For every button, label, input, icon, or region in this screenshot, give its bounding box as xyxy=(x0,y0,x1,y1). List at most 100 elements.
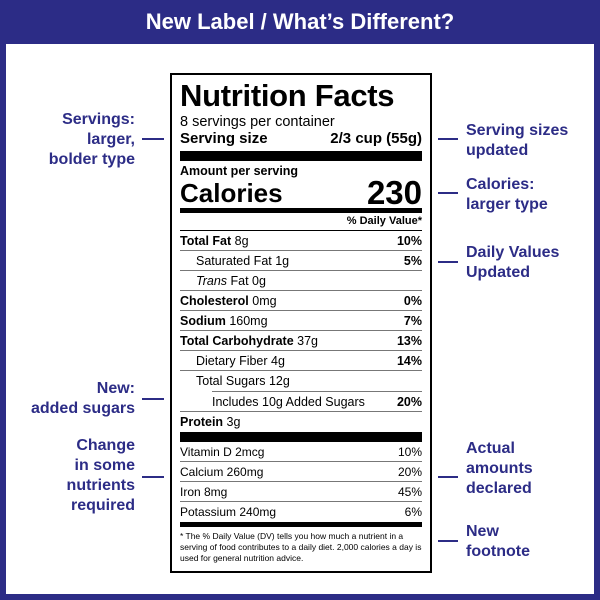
note-serving-sizes: Serving sizes updated xyxy=(466,121,568,161)
divider-medium xyxy=(180,208,422,213)
nutrient-name: Sodium xyxy=(180,314,226,328)
calories-value: 230 xyxy=(366,174,422,211)
note-servings: Servings: larger, bolder type xyxy=(49,110,135,170)
connector-line xyxy=(438,476,458,478)
nutrient-pct: 10% xyxy=(396,234,422,248)
connector-line xyxy=(438,192,458,194)
note-line: footnote xyxy=(466,543,530,560)
nutrient-pct: 6% xyxy=(404,505,422,519)
note-line: larger type xyxy=(466,196,548,213)
note-line: Change xyxy=(76,437,135,454)
note-daily-values: Daily Values Updated xyxy=(466,243,559,283)
nutrient-name: Protein xyxy=(180,415,224,429)
connector-line xyxy=(142,476,164,478)
note-nutrients: Change in some nutrients required xyxy=(67,436,135,516)
connector-line xyxy=(438,261,458,263)
note-line: declared xyxy=(466,480,532,497)
nutrient-pct: 10% xyxy=(397,445,422,459)
nutrient-pct: 7% xyxy=(403,314,422,328)
nutrient-pct: 13% xyxy=(396,334,422,348)
connector-line xyxy=(142,398,164,400)
connector-line xyxy=(438,138,458,140)
note-line: New: xyxy=(96,380,135,397)
nutrient-pct: 14% xyxy=(396,354,422,368)
page-title: New Label / What’s Different? xyxy=(0,0,600,44)
nutrient-name: Potassium 240mg xyxy=(180,505,277,519)
nutrient-name: Dietary Fiber 4g xyxy=(196,354,285,368)
note-calories: Calories: larger type xyxy=(466,175,548,215)
nutrient-pct: 5% xyxy=(403,254,422,268)
note-line: Updated xyxy=(466,264,530,281)
note-line: nutrients xyxy=(66,477,135,494)
calories-row: Calories 230 xyxy=(180,174,422,211)
nutrient-row: Trans Fat 0g xyxy=(180,271,422,291)
note-line: added sugars xyxy=(30,400,135,417)
nutrient-name: Total Fat xyxy=(180,234,232,248)
nutrient-amount: 37g xyxy=(297,334,319,348)
divider-medium xyxy=(180,522,422,527)
note-line: New xyxy=(466,523,499,540)
serving-size-value: 2/3 cup (55g) xyxy=(330,130,422,147)
nutrient-row: Total Carbohydrate 37g 13% xyxy=(180,331,422,351)
nutrient-amount: 1g xyxy=(275,254,290,268)
nutrient-row: Saturated Fat 1g 5% xyxy=(180,251,422,271)
note-line: Daily Values xyxy=(466,244,560,261)
nutrient-row: Sodium 160mg 7% xyxy=(180,311,422,331)
nutrient-row: Total Sugars 12g xyxy=(180,371,422,391)
vitamin-row: Potassium 240mg 6% xyxy=(180,502,422,522)
nutrient-name: Cholesterol xyxy=(180,294,249,308)
note-line: larger, xyxy=(86,131,135,148)
vitamin-row: Calcium 260mg 20% xyxy=(180,462,422,482)
calories-label: Calories xyxy=(180,178,283,208)
note-line: Servings: xyxy=(62,111,135,128)
divider-thick xyxy=(180,151,422,161)
note-line: required xyxy=(70,497,135,514)
label-footnote: * The % Daily Value (DV) tells you how m… xyxy=(180,531,422,563)
nutrient-name: Vitamin D 2mcg xyxy=(180,445,265,459)
note-line: updated xyxy=(466,142,529,159)
nutrient-amount: 3g xyxy=(226,415,241,429)
nutrition-facts-label: Nutrition Facts 8 servings per container… xyxy=(170,73,432,573)
nutrient-pct: 20% xyxy=(397,465,422,479)
nutrient-row: Total Fat 8g 10% xyxy=(180,231,422,251)
serving-size-row: Serving size 2/3 cup (55g) xyxy=(180,130,422,148)
note-line: Calories: xyxy=(466,176,535,193)
note-line: amounts xyxy=(466,460,533,477)
nutrient-name: Trans xyxy=(196,274,228,288)
note-amounts: Actual amounts declared xyxy=(466,439,533,499)
nutrient-amount: 8g xyxy=(234,234,249,248)
note-line: Actual xyxy=(466,440,515,457)
nutrient-row: Dietary Fiber 4g 14% xyxy=(180,351,422,371)
nutrient-name: Total Sugars 12g xyxy=(196,374,290,388)
note-footnote: New footnote xyxy=(466,522,530,562)
connector-line xyxy=(142,138,164,140)
servings-per-container: 8 servings per container xyxy=(180,114,335,130)
divider-thick xyxy=(180,432,422,442)
daily-value-header: % Daily Value* xyxy=(180,213,422,231)
nutrient-name: Includes 10g Added Sugars xyxy=(212,395,365,409)
vitamin-row: Vitamin D 2mcg 10% xyxy=(180,442,422,462)
note-added-sugars: New: added sugars xyxy=(31,379,135,419)
vitamin-row: Iron 8mg 45% xyxy=(180,482,422,502)
divider-short xyxy=(212,391,422,392)
nutrient-pct: 20% xyxy=(396,395,422,409)
nutrient-row: Includes 10g Added Sugars 20% xyxy=(180,392,422,412)
note-line: bolder type xyxy=(48,151,135,168)
nutrient-name: Total Carbohydrate xyxy=(180,334,294,348)
amount-per-serving: Amount per serving xyxy=(180,164,299,178)
nutrient-row: Protein 3g xyxy=(180,412,422,432)
nutrient-amount: 0mg xyxy=(252,294,277,308)
nutrient-amount: 160mg xyxy=(229,314,268,328)
nutrient-amount: Fat 0g xyxy=(230,274,266,288)
nutrient-pct: 45% xyxy=(397,485,422,499)
note-line: in some xyxy=(74,457,135,474)
nutrient-name: Saturated Fat xyxy=(196,254,272,268)
connector-line xyxy=(438,540,458,542)
nutrient-row: Cholesterol 0mg 0% xyxy=(180,291,422,311)
nutrient-name: Iron 8mg xyxy=(180,485,228,499)
label-title: Nutrition Facts xyxy=(180,78,395,113)
nutrient-name: Calcium 260mg xyxy=(180,465,264,479)
serving-size-label: Serving size xyxy=(180,130,268,147)
nutrient-pct: 0% xyxy=(403,294,422,308)
note-line: Serving sizes xyxy=(466,122,569,139)
